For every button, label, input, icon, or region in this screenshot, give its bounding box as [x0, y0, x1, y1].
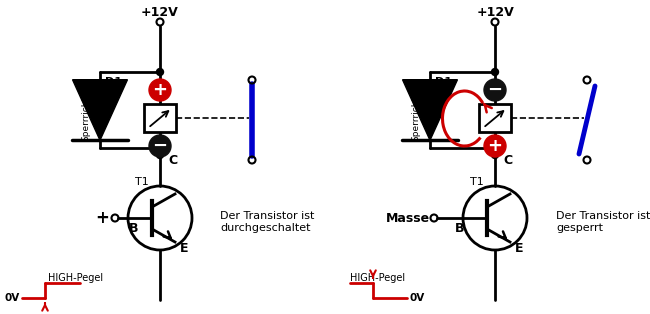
Text: T1: T1: [470, 177, 484, 187]
Text: +12V: +12V: [476, 6, 514, 19]
Circle shape: [149, 135, 171, 157]
Text: +: +: [488, 137, 502, 155]
Bar: [144, 104, 176, 132]
Text: E: E: [515, 241, 523, 255]
Text: B: B: [455, 221, 465, 235]
Text: Sperrrichtung: Sperrrichtung: [81, 79, 90, 141]
Text: Der Transistor ist
gesperrt: Der Transistor ist gesperrt: [556, 211, 650, 233]
Text: Masse: Masse: [386, 212, 430, 225]
Text: D1: D1: [435, 77, 452, 87]
Text: −: −: [488, 81, 502, 99]
Circle shape: [484, 135, 506, 157]
Text: C: C: [503, 154, 512, 166]
Text: +12V: +12V: [141, 6, 179, 19]
Text: HIGH-Pegel: HIGH-Pegel: [48, 273, 103, 283]
Circle shape: [484, 79, 506, 101]
Polygon shape: [402, 80, 458, 140]
Circle shape: [149, 79, 171, 101]
Text: T1: T1: [135, 177, 149, 187]
Polygon shape: [73, 80, 127, 140]
Text: HIGH-Pegel: HIGH-Pegel: [350, 273, 405, 283]
Text: +: +: [153, 81, 168, 99]
Text: Der Transistor ist
durchgeschaltet: Der Transistor ist durchgeschaltet: [220, 211, 315, 233]
Text: +: +: [95, 209, 109, 227]
Text: B: B: [129, 221, 138, 235]
Text: Sperrrichtung: Sperrrichtung: [411, 79, 421, 141]
Bar: [479, 104, 511, 132]
Text: E: E: [180, 241, 188, 255]
Circle shape: [157, 151, 164, 159]
Circle shape: [491, 68, 499, 75]
Text: −: −: [153, 137, 168, 155]
Text: C: C: [168, 154, 177, 166]
Text: 0V: 0V: [410, 293, 425, 303]
Circle shape: [491, 151, 499, 159]
Text: 0V: 0V: [5, 293, 20, 303]
Text: D1: D1: [105, 77, 122, 87]
Circle shape: [157, 68, 164, 75]
